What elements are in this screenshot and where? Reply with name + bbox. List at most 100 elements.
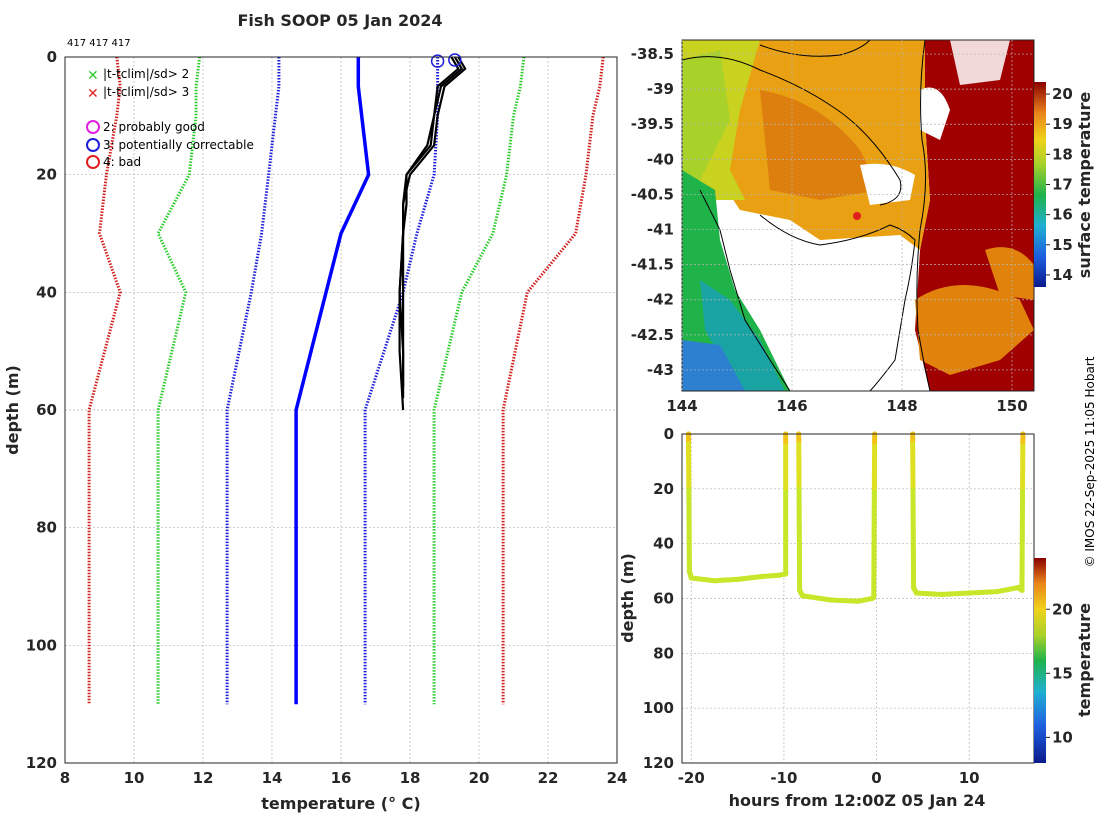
colorbar-tick-label: 19 [1052,115,1073,133]
colorbar-tick-label: 15 [1052,236,1073,254]
map-x-tick-label: 144 [666,397,697,415]
x-tick-label: 16 [331,769,352,787]
map-y-tick-label: -41.5 [631,256,674,274]
red-circle-icon [86,155,100,169]
map-y-tick-label: -38.5 [631,45,674,63]
map-y-tick-label: -40 [647,150,674,168]
series-climatology-mean [294,57,371,705]
page-title: Fish SOOP 05 Jan 2024 [238,11,443,30]
blue-circle-icon [86,138,100,152]
map-colorbar [1034,82,1046,287]
temp-colorbar-tick-label: 20 [1052,600,1073,618]
profile-ids: 417 417 417 [67,38,131,49]
x-tick-label: 12 [193,769,214,787]
profile-plot-frame [64,56,618,764]
map-warm-edge2 [985,247,1034,300]
map-x-tick-label: 150 [996,397,1027,415]
time-depth-plot: -20 -10 0 10 0 20 40 60 80 100 120 hours from 12:… [618,425,1094,810]
td-y-tick-label: 100 [643,699,674,717]
credit-text: © IMOS 22-Sep-2025 11:05 Hobart [1083,356,1097,567]
series-mean-2-sd [432,56,526,705]
x-tick-label: 22 [538,769,559,787]
td-x-tick-label: 10 [959,769,980,787]
td-x-tick-label: -20 [678,769,705,787]
map-x-ticks: 144 146 148 150 [666,397,1027,415]
y-tick-label: 100 [26,636,57,654]
map-orange-core [760,90,880,200]
series-profile-1 [398,56,467,411]
map-cloud-patch2 [920,87,950,140]
td-x-tick-label: 0 [871,769,881,787]
series-profile-3 [402,56,460,387]
legend-flag-2sd: |t-tclim|/sd> 2 [103,67,189,81]
colorbar-tick-label: 16 [1052,206,1073,224]
td-y-tick-label: 20 [653,480,674,498]
map-yellow-core [682,50,730,180]
colorbar-tick-label: 14 [1052,266,1073,284]
qc-marker [430,54,445,68]
map-x-tick-label: 148 [886,397,917,415]
map-colorbar-ticks: 14 15 16 17 18 19 20 [1046,85,1073,284]
map-colorbar-label: surface temperature [1075,92,1094,279]
profile-x-label: temperature (° C) [261,794,420,813]
profile-x-ticks: 8 10 12 14 16 18 20 22 24 [60,769,628,787]
temperature-colorbar-label: temperature [1075,603,1094,717]
td-y-tick-label: 120 [643,754,674,772]
qc-markers [430,53,462,68]
qc-marker [448,53,462,67]
x-tick-label: 20 [469,769,490,787]
temperature-colorbar-ticks: 10 15 20 [1046,600,1073,746]
y-tick-label: 40 [36,283,57,301]
temperature-colorbar [1034,558,1046,763]
y-tick-label: 0 [47,48,57,66]
y-tick-label: 120 [26,754,57,772]
map-warm-edge [915,285,1034,375]
map-y-tick-label: -42.5 [631,326,674,344]
map-x-tick-label: 146 [776,397,807,415]
legend-qc-2: 2: probably good [103,120,205,134]
map-grid [681,40,1034,391]
sst-map: 144 146 148 150 -38.5 -39 -39.5 -40 -40.5 -41 -41… [631,39,1094,415]
td-y-tick-label: 60 [653,590,674,608]
map-cloud-gap [720,210,915,391]
legend-qc-4: 4: bad [103,155,141,169]
time-depth-y-ticks: 0 20 40 60 80 100 120 [643,425,674,772]
map-cloud-patch [860,163,915,205]
time-depth-x-ticks: -20 -10 0 10 [678,769,980,787]
map-blue-region [682,340,745,391]
green-cross-icon: ✕ [87,68,99,84]
time-depth-points [685,431,1026,604]
map-coastline-south [759,214,916,391]
red-cross-icon: ✕ [87,86,99,102]
profile-grid [64,56,618,764]
map-depth-contour [916,40,931,391]
temp-colorbar-tick-label: 15 [1052,664,1073,682]
colorbar-tick-label: 20 [1052,85,1073,103]
temp-colorbar-tick-label: 10 [1052,728,1073,746]
map-y-tick-label: -39 [647,80,674,98]
map-y-tick-label: -42 [647,291,674,309]
profile-series-group [87,56,605,705]
colorbar-tick-label: 18 [1052,145,1073,163]
td-x-tick-label: -10 [770,769,797,787]
map-y-tick-label: -39.5 [631,115,674,133]
map-float-location [853,212,861,220]
map-raster [682,40,1034,391]
td-y-tick-label: 80 [653,644,674,662]
time-depth-x-label: hours from 12:00Z 05 Jan 24 [729,791,986,810]
map-y-ticks: -38.5 -39 -39.5 -40 -40.5 -41 -41.5 -42 -42.5 -43 [631,45,674,379]
series-mean-3-sd [87,56,122,705]
time-depth-grid [682,433,1034,764]
y-tick-label: 20 [36,166,57,184]
x-tick-label: 24 [607,769,628,787]
map-y-tick-label: -40.5 [631,185,674,203]
y-tick-label: 60 [36,401,57,419]
series-mean-3-sd [501,56,605,705]
map-coastline-west [682,56,902,391]
x-tick-label: 8 [60,769,70,787]
series-profile-2 [398,56,464,399]
x-tick-label: 14 [262,769,283,787]
series-mean-2-sd [156,56,202,705]
map-coastline-north [759,40,871,57]
